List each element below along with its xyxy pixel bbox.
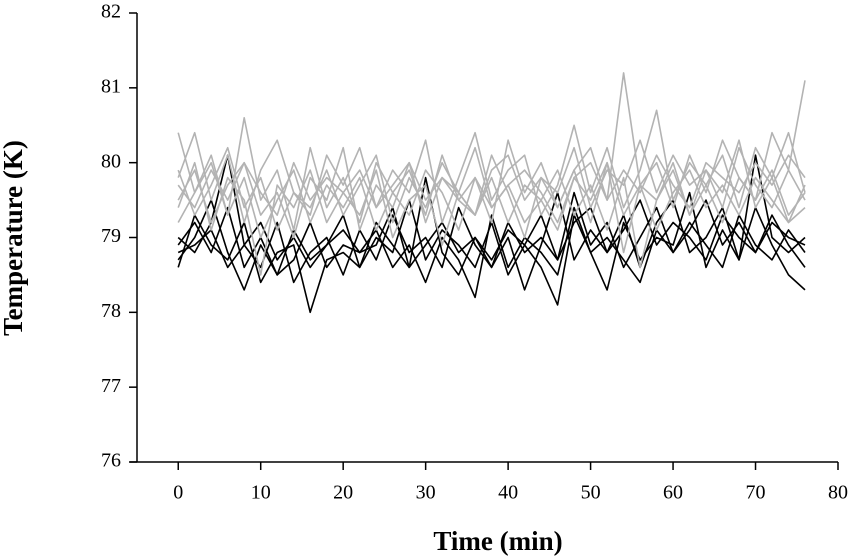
y-tick-label: 80 (101, 150, 121, 172)
series-line (177, 146, 806, 224)
y-tick-label: 79 (101, 225, 121, 247)
x-tick-label: 40 (498, 482, 518, 504)
x-tick-label: 0 (173, 482, 183, 504)
x-tick-label: 70 (746, 482, 766, 504)
x-axis-title: Time (min) (433, 526, 562, 556)
series-line (177, 199, 806, 269)
x-tick-label: 80 (828, 482, 848, 504)
series-line (177, 161, 806, 276)
series-line (177, 139, 806, 231)
x-tick-label: 60 (663, 482, 683, 504)
y-tick-label: 77 (101, 375, 121, 397)
y-tick-label: 76 (101, 450, 121, 472)
x-tick-label: 10 (251, 482, 271, 504)
series-line (177, 139, 806, 254)
y-axis-title: Temperature (K) (0, 140, 28, 336)
x-tick-label: 30 (416, 482, 436, 504)
y-tick-label: 81 (101, 75, 121, 97)
series-line (177, 176, 806, 314)
x-tick-label: 20 (333, 482, 353, 504)
y-tick-label: 78 (101, 300, 121, 322)
y-tick-label: 82 (101, 1, 121, 23)
x-tick-label: 50 (581, 482, 601, 504)
